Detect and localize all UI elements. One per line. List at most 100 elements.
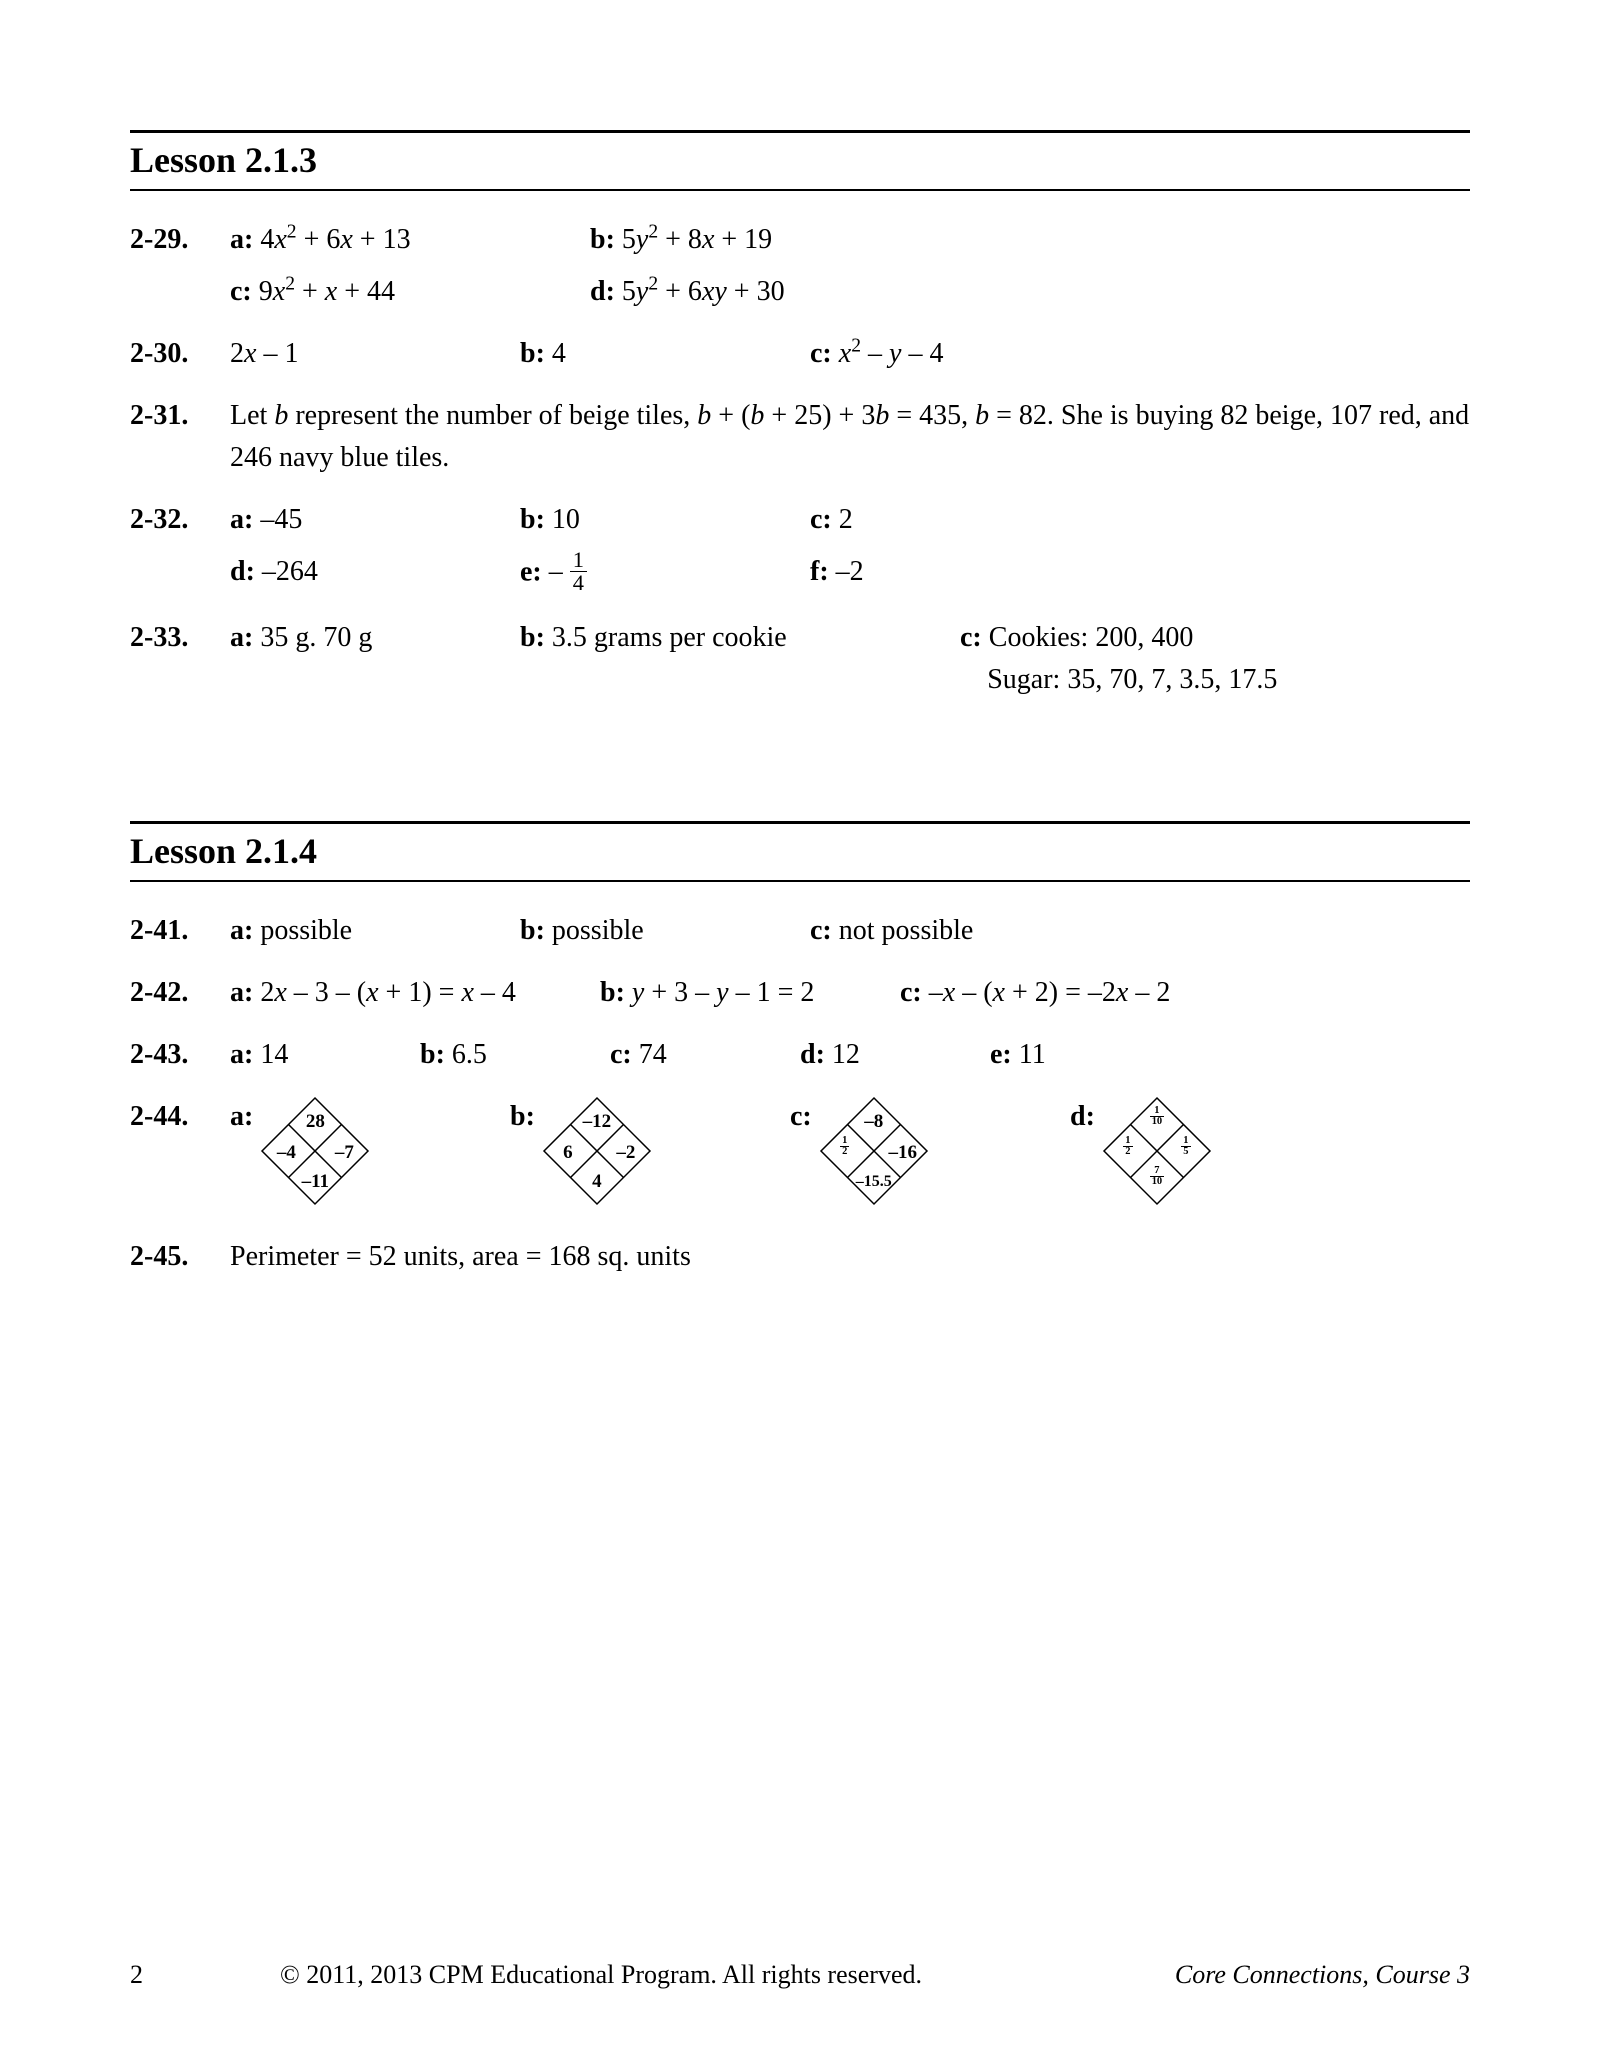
answer-text: 10 — [552, 504, 580, 535]
answer-text: 3.5 grams per cookie — [552, 622, 787, 653]
answer-text: –x – (x + 2) = –2x – 2 — [929, 977, 1171, 1008]
answer-text: 5y2 + 8x + 19 — [622, 224, 772, 255]
diamond-left: –4 — [262, 1143, 310, 1162]
answer-text: 6.5 — [452, 1039, 487, 1070]
problem-number: 2-29. — [130, 219, 230, 313]
lesson-title-1: Lesson 2.1.3 — [130, 140, 317, 180]
part-label: c: — [810, 504, 832, 535]
part-label: b: — [520, 504, 545, 535]
problem-number: 2-31. — [130, 395, 230, 479]
part-label: b: — [510, 1101, 535, 1132]
problem-number: 2-43. — [130, 1034, 230, 1076]
part-label: c: — [230, 276, 252, 307]
footer: 2 © 2011, 2013 CPM Educational Program. … — [130, 1960, 1470, 1990]
problem-2-30: 2-30. 2x – 1 b: 4 c: x2 – y – 4 — [130, 333, 1470, 375]
problem-number: 2-33. — [130, 617, 230, 701]
page: Lesson 2.1.3 2-29. a: 4x2 + 6x + 13 b: 5… — [0, 0, 1600, 2070]
diamond-bottom: 710 — [1133, 1166, 1181, 1188]
diamond-left: 6 — [544, 1143, 592, 1162]
problem-number: 2-30. — [130, 333, 230, 375]
part-label: e: — [520, 556, 542, 587]
problem-number: 2-32. — [130, 499, 230, 597]
diamond-top: 28 — [291, 1112, 339, 1131]
lesson-header-2: Lesson 2.1.4 — [130, 821, 1470, 882]
problem-number: 2-42. — [130, 972, 230, 1014]
answer-text: Cookies: 200, 400 — [989, 622, 1194, 653]
problem-2-29: 2-29. a: 4x2 + 6x + 13 b: 5y2 + 8x + 19 … — [130, 219, 1470, 313]
diamond-b: –12 6 –2 4 — [542, 1096, 652, 1206]
diamond-bottom: 4 — [573, 1172, 621, 1191]
answer-text: not possible — [839, 915, 974, 946]
lesson-title-2: Lesson 2.1.4 — [130, 831, 317, 871]
answer-text: 9x2 + x + 44 — [259, 276, 395, 307]
diamond-top: –12 — [573, 1112, 621, 1131]
answer-text: possible — [552, 915, 644, 946]
part-label: c: — [900, 977, 922, 1008]
part-label: f: — [810, 556, 829, 587]
problem-2-31: 2-31. Let b represent the number of beig… — [130, 395, 1470, 479]
diamond-a: 28 –4 –7 –11 — [260, 1096, 370, 1206]
answer-text: –45 — [260, 504, 302, 535]
part-label: a: — [230, 915, 253, 946]
answer-text: 12 — [832, 1039, 860, 1070]
answer-text: Perimeter = 52 units, area = 168 sq. uni… — [230, 1236, 1470, 1278]
part-label: d: — [230, 556, 255, 587]
problem-number: 2-41. — [130, 910, 230, 952]
problem-2-45: 2-45. Perimeter = 52 units, area = 168 s… — [130, 1236, 1470, 1278]
answer-text: 2 — [839, 504, 853, 535]
part-label: c: — [610, 1039, 632, 1070]
answer-text: 14 — [260, 1039, 288, 1070]
part-label: c: — [790, 1101, 812, 1132]
part-label: e: — [990, 1039, 1012, 1070]
problem-2-44: 2-44. a: 28 –4 –7 –11 — [130, 1096, 1470, 1206]
part-label: b: — [520, 915, 545, 946]
diamond-d: 110 12 15 710 — [1102, 1096, 1212, 1206]
answer-text: Sugar: 35, 70, 7, 3.5, 17.5 — [987, 664, 1277, 695]
diamond-right: 15 — [1162, 1136, 1210, 1158]
diamond-top: –8 — [850, 1112, 898, 1131]
part-label: d: — [800, 1039, 825, 1070]
diamond-right: –7 — [320, 1143, 368, 1162]
part-label: c: — [810, 915, 832, 946]
part-label: c: — [960, 622, 982, 653]
diamond-right: –16 — [879, 1143, 927, 1162]
part-label: b: — [600, 977, 625, 1008]
part-label: d: — [1070, 1101, 1095, 1132]
answer-text: x2 – y – 4 — [839, 338, 944, 369]
answer-text: 4x2 + 6x + 13 — [260, 224, 410, 255]
answer-text: 4 — [552, 338, 566, 369]
answer-text: y + 3 – y – 1 = 2 — [632, 977, 814, 1008]
diamond-top: 110 — [1133, 1106, 1181, 1128]
part-label: b: — [420, 1039, 445, 1070]
answer-text: –2 — [836, 556, 864, 587]
lesson-header-1: Lesson 2.1.3 — [130, 130, 1470, 191]
answer-text: 11 — [1019, 1039, 1046, 1070]
part-label: c: — [810, 338, 832, 369]
course-name: Core Connections, Course 3 — [1175, 1960, 1470, 1990]
problem-2-32: 2-32. a: –45 b: 10 c: 2 d: –264 e: – 14 … — [130, 499, 1470, 597]
part-label: d: — [590, 276, 615, 307]
answer-text: –264 — [262, 556, 318, 587]
diamond-c: –8 12 –16 –15.5 — [819, 1096, 929, 1206]
problem-number: 2-44. — [130, 1096, 230, 1206]
answer-text: 5y2 + 6xy + 30 — [622, 276, 785, 307]
problem-number: 2-45. — [130, 1236, 230, 1278]
diamond-bottom: –15.5 — [850, 1174, 898, 1190]
diamond-left: 12 — [821, 1136, 869, 1158]
problem-2-41: 2-41. a: possible b: possible c: not pos… — [130, 910, 1470, 952]
part-label: a: — [230, 1039, 253, 1070]
problem-2-42: 2-42. a: 2x – 3 – (x + 1) = x – 4 b: y +… — [130, 972, 1470, 1014]
part-label: a: — [230, 224, 253, 255]
copyright: © 2011, 2013 CPM Educational Program. Al… — [280, 1960, 1175, 1990]
answer-text: 74 — [639, 1039, 667, 1070]
part-label: a: — [230, 977, 253, 1008]
answer-text: 2x – 3 – (x + 1) = x – 4 — [260, 977, 516, 1008]
answer-text: possible — [260, 915, 352, 946]
answer-text: Let b represent the number of beige tile… — [230, 395, 1470, 479]
answer-text: 35 g. 70 g — [260, 622, 372, 653]
part-label: a: — [230, 504, 253, 535]
part-label: a: — [230, 622, 253, 653]
part-label: b: — [520, 622, 545, 653]
problem-2-33: 2-33. a: 35 g. 70 g b: 3.5 grams per coo… — [130, 617, 1470, 701]
problem-2-43: 2-43. a: 14 b: 6.5 c: 74 d: 12 e: 11 — [130, 1034, 1470, 1076]
